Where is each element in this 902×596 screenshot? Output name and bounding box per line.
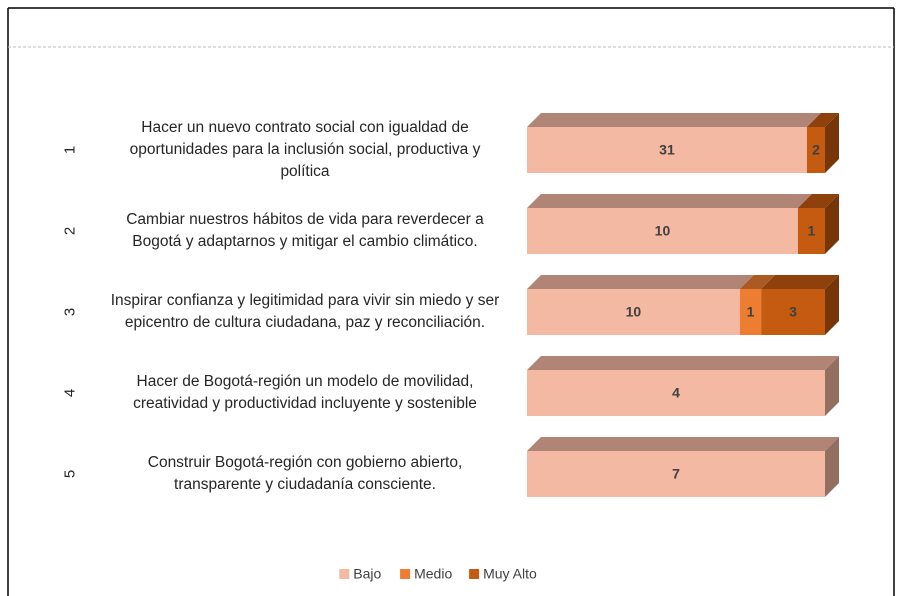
category-number: 3 <box>61 307 79 317</box>
bar-side <box>825 194 839 254</box>
bar-top <box>739 275 776 289</box>
bar <box>527 289 740 335</box>
bar <box>739 289 762 335</box>
bar-top <box>527 275 754 289</box>
value-label: 1 <box>808 223 816 239</box>
category-number: 2 <box>61 226 79 236</box>
bar <box>527 127 807 173</box>
category-label: Hacer un nuevo contrato social con igual… <box>129 119 481 180</box>
value-label: 1 <box>747 304 755 320</box>
legend-swatch <box>469 569 480 579</box>
bar-top <box>806 113 839 127</box>
category-label: Hacer de Bogotá-región un modelo de movi… <box>133 373 477 412</box>
bar-top <box>527 113 821 127</box>
bar-top <box>527 356 839 370</box>
value-label: 31 <box>659 142 675 158</box>
bar <box>527 208 798 254</box>
bar-side <box>825 275 839 335</box>
category-number: 1 <box>61 145 79 155</box>
legend-label: Bajo <box>353 566 381 582</box>
bar <box>527 370 825 416</box>
value-label: 3 <box>789 304 797 320</box>
legend-swatch <box>339 569 350 579</box>
legend-label: Medio <box>414 566 452 582</box>
bar <box>797 208 825 254</box>
legend-swatch <box>400 569 411 579</box>
bar-side <box>825 437 839 497</box>
category-label: Cambiar nuestros hábitos de vida para re… <box>126 211 484 250</box>
value-label: 10 <box>655 223 671 239</box>
bar <box>527 451 825 497</box>
value-label: 7 <box>672 466 680 482</box>
category-label: Inspirar confianza y legitimidad para vi… <box>110 292 500 331</box>
bar-top <box>797 194 839 208</box>
category-number: 4 <box>61 388 79 398</box>
value-label: 2 <box>812 142 820 158</box>
bar-side <box>825 113 839 173</box>
bar-top <box>761 275 839 289</box>
bar-side <box>825 356 839 416</box>
value-label: 10 <box>626 304 642 320</box>
bar-top <box>527 194 812 208</box>
value-label: 4 <box>672 385 680 401</box>
legend-label: Muy Alto <box>483 566 537 582</box>
category-label: Construir Bogotá-región con gobierno abi… <box>147 454 463 493</box>
bar-top <box>527 437 839 451</box>
bar <box>806 127 825 173</box>
category-number: 5 <box>61 469 79 479</box>
bar <box>761 289 825 335</box>
